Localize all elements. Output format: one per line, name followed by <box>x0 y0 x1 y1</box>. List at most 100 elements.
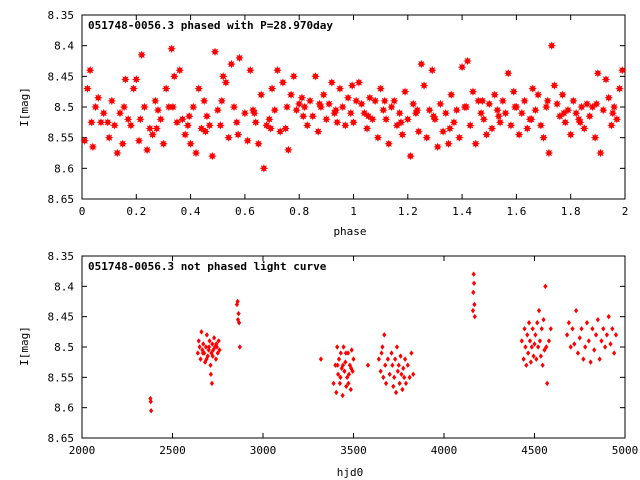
data-point <box>183 121 193 130</box>
data-point <box>254 139 263 149</box>
data-point <box>528 84 537 93</box>
data-point <box>436 99 445 109</box>
data-point <box>218 72 228 81</box>
data-point <box>472 313 477 320</box>
data-point <box>167 44 176 53</box>
data-point <box>471 289 476 296</box>
data-point <box>236 310 241 317</box>
data-point <box>595 316 600 323</box>
data-point <box>559 108 569 118</box>
data-point <box>382 332 387 338</box>
data-point <box>381 374 386 381</box>
data-point <box>99 108 108 118</box>
data-point <box>216 338 221 344</box>
data-point <box>336 356 342 362</box>
data-point <box>94 93 103 103</box>
data-point <box>339 365 344 371</box>
data-point <box>531 353 536 359</box>
data-point <box>524 362 529 368</box>
data-point <box>400 386 405 393</box>
data-point <box>612 115 622 124</box>
data-point <box>593 332 599 338</box>
data-point <box>175 65 184 75</box>
data-point <box>189 102 198 112</box>
data-point <box>256 90 266 99</box>
data-point <box>545 380 550 387</box>
data-point <box>96 118 106 127</box>
data-point <box>319 90 328 99</box>
data-point <box>340 362 346 368</box>
data-point <box>217 347 222 353</box>
data-point <box>243 136 252 145</box>
phased-plot-x-tick-label: 1.6 <box>506 205 526 218</box>
data-point <box>297 93 307 103</box>
data-point <box>208 362 213 368</box>
data-point <box>123 115 133 124</box>
data-point <box>351 356 356 362</box>
data-point <box>278 78 288 87</box>
data-point <box>168 102 178 112</box>
data-point <box>343 93 353 103</box>
data-point <box>305 96 315 106</box>
data-point <box>180 130 190 139</box>
data-point <box>405 362 410 368</box>
data-point <box>466 121 475 130</box>
data-point <box>523 344 528 350</box>
data-point <box>333 362 338 368</box>
phased-plot-y-tick-label: 8.6 <box>54 162 74 175</box>
phased-plot-x-tick-label: 2 <box>622 205 629 218</box>
data-point <box>539 133 548 142</box>
data-point <box>586 338 591 344</box>
data-point <box>455 133 464 142</box>
data-point <box>428 65 437 75</box>
data-point <box>606 313 611 320</box>
data-point <box>337 380 343 387</box>
data-point <box>381 115 391 124</box>
phased-plot-y-tick-label: 8.5 <box>54 101 74 114</box>
data-point <box>136 115 145 124</box>
data-point <box>340 392 345 399</box>
data-point <box>399 371 404 378</box>
data-point <box>585 111 594 121</box>
data-point <box>331 380 336 387</box>
data-point <box>282 102 292 112</box>
data-point <box>203 344 209 350</box>
data-point <box>601 326 606 332</box>
data-point <box>347 81 357 90</box>
data-point <box>273 65 282 75</box>
data-point <box>368 115 377 124</box>
data-point <box>468 87 478 96</box>
data-point <box>392 121 402 130</box>
data-point <box>563 105 573 115</box>
data-point <box>212 335 217 341</box>
data-point <box>350 368 355 374</box>
unphased-plot-y-tick-label: 8.45 <box>48 311 75 324</box>
data-point <box>610 326 615 332</box>
data-point <box>336 371 341 378</box>
data-point <box>387 102 396 112</box>
unphased-plot-x-tick-label: 4500 <box>521 444 548 457</box>
data-point <box>534 356 539 362</box>
data-point <box>425 105 434 115</box>
data-point <box>604 93 613 103</box>
data-point <box>538 353 543 359</box>
data-point <box>196 338 201 344</box>
data-point <box>544 344 549 350</box>
data-point <box>91 102 100 112</box>
data-point <box>200 350 206 356</box>
data-point <box>521 356 526 362</box>
data-point <box>531 105 540 115</box>
data-point <box>517 108 527 118</box>
data-point <box>498 96 508 106</box>
data-point <box>289 72 298 81</box>
data-point <box>311 72 320 81</box>
data-point <box>376 356 381 362</box>
data-point <box>204 356 209 362</box>
data-point <box>400 87 410 96</box>
data-point <box>470 307 476 314</box>
data-point <box>590 133 600 142</box>
data-point <box>265 115 274 124</box>
data-point <box>609 102 619 112</box>
data-point <box>383 380 389 387</box>
data-point <box>151 96 160 106</box>
